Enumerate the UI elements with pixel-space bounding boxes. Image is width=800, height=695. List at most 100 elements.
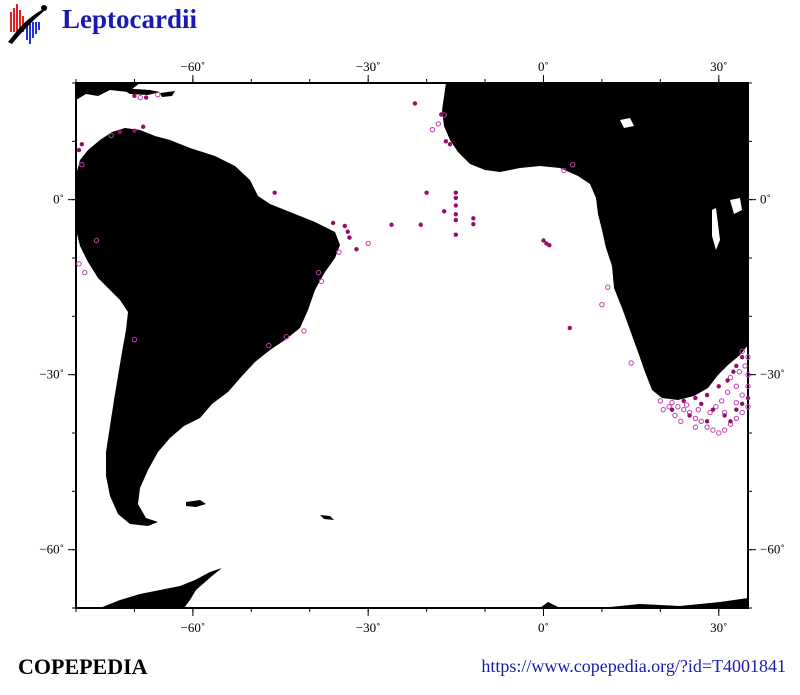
record-open-marker <box>82 269 88 276</box>
logo-blue-bars <box>26 22 40 44</box>
record-open-marker <box>266 342 272 349</box>
record-open-marker <box>713 404 719 410</box>
record-open-marker <box>716 430 722 436</box>
record-open-marker <box>605 284 611 290</box>
record-open-marker <box>628 360 634 366</box>
land-south-america <box>76 128 340 526</box>
record-filled-marker <box>117 129 123 135</box>
land-africa <box>442 83 748 400</box>
record-filled-marker <box>79 142 85 147</box>
distribution-map: −60˚ −60˚ −30˚ −30˚ 0˚ 0˚ 30˚ 30˚ 0˚ 0˚ −30˚ −30˚ −6… <box>39 59 784 635</box>
lat-tick-label-left: −60˚ <box>39 542 64 557</box>
map-frame <box>75 82 749 609</box>
lon-tick-label-top: −60˚ <box>181 59 206 74</box>
occurrence-records <box>76 91 751 436</box>
record-open-marker <box>137 94 143 101</box>
record-filled-marker <box>453 203 459 208</box>
record-filled-marker <box>389 222 394 227</box>
lon-tick-label-bottom: 30˚ <box>710 620 727 635</box>
record-open-marker <box>736 369 742 375</box>
record-open-marker <box>561 167 567 174</box>
record-filled-marker <box>453 212 459 217</box>
lon-tick-label-top: 0˚ <box>538 59 549 74</box>
record-open-marker <box>666 404 672 410</box>
record-open-marker <box>739 392 745 398</box>
record-filled-marker <box>412 101 418 106</box>
lat-tick-label-left: −30˚ <box>39 367 64 382</box>
record-open-marker <box>739 409 745 416</box>
record-filled-marker <box>725 378 730 383</box>
land-falklands <box>186 500 206 507</box>
record-open-marker <box>672 412 678 419</box>
record-filled-marker <box>541 238 546 243</box>
record-open-marker <box>692 415 699 422</box>
record-open-marker <box>704 424 710 430</box>
record-open-marker <box>692 424 699 430</box>
record-filled-marker <box>143 95 149 100</box>
lat-tick-label-right: −60˚ <box>760 542 785 557</box>
lat-tick-label-right: 0˚ <box>760 192 771 207</box>
copepedia-logo <box>8 4 48 44</box>
inland-water <box>620 118 742 250</box>
record-filled-marker <box>716 384 721 389</box>
lat-tick-label-right: −30˚ <box>760 367 785 382</box>
record-open-marker <box>707 409 713 416</box>
record-open-marker <box>76 261 82 267</box>
record-filled-marker <box>424 190 429 195</box>
record-filled-marker <box>728 419 733 424</box>
record-open-marker <box>79 161 85 168</box>
record-open-marker <box>745 354 751 360</box>
record-open-marker <box>681 406 687 413</box>
record-open-marker <box>657 398 664 404</box>
record-filled-marker <box>739 354 745 360</box>
land-antarctica-edge <box>600 598 748 608</box>
logo-copepod-silhouette <box>8 6 48 44</box>
record-open-marker <box>108 132 114 139</box>
record-open-marker <box>745 371 751 378</box>
record-filled-marker <box>76 147 82 153</box>
record-open-marker <box>745 404 751 410</box>
lon-tick-label-top: −30˚ <box>356 59 381 74</box>
record-filled-marker <box>330 220 336 226</box>
record-filled-marker <box>345 229 350 234</box>
tick-labels: −60˚ −60˚ −30˚ −30˚ 0˚ 0˚ 30˚ 30˚ 0˚ 0˚ −30˚ −30˚ −6… <box>39 59 784 635</box>
record-filled-marker <box>418 222 423 227</box>
record-filled-marker <box>347 235 352 240</box>
record-filled-marker <box>453 232 459 237</box>
record-open-marker <box>569 161 576 168</box>
lon-tick-label-top: 30˚ <box>710 59 727 74</box>
record-open-marker <box>710 427 716 433</box>
record-filled-marker <box>734 407 739 412</box>
record-open-marker <box>669 399 675 406</box>
record-filled-marker <box>739 401 745 407</box>
record-open-marker <box>435 121 441 127</box>
record-open-marker <box>93 237 100 244</box>
record-filled-marker <box>471 221 476 227</box>
record-open-marker <box>745 383 751 390</box>
tick-marks <box>68 75 756 616</box>
record-open-marker <box>283 334 290 340</box>
lon-tick-label-bottom: −30˚ <box>356 620 381 635</box>
land-masses <box>76 83 748 608</box>
logo-red-bars <box>10 4 24 32</box>
record-open-marker <box>429 126 436 133</box>
record-filled-marker <box>439 112 444 117</box>
land-antarctic-peninsula <box>100 568 222 608</box>
record-open-marker <box>155 91 161 98</box>
record-filled-marker <box>354 247 359 252</box>
record-filled-marker <box>681 398 686 404</box>
footer-url-link[interactable]: https://www.copepedia.org/?id=T4001841 <box>481 656 786 676</box>
record-filled-marker <box>704 392 710 398</box>
record-filled-marker <box>453 217 459 223</box>
record-filled-marker <box>443 139 449 144</box>
record-filled-marker <box>745 395 751 401</box>
record-filled-marker <box>453 195 459 201</box>
record-filled-marker <box>731 369 736 374</box>
land-hispaniola <box>160 91 175 97</box>
record-open-marker <box>698 418 704 425</box>
land-south-georgia <box>320 515 334 520</box>
land-caribbean-islands <box>120 88 160 95</box>
footer-brand: COPEPEDIA <box>18 654 148 679</box>
page-title: Leptocardii <box>62 4 197 34</box>
lat-tick-label-left: 0˚ <box>53 192 64 207</box>
